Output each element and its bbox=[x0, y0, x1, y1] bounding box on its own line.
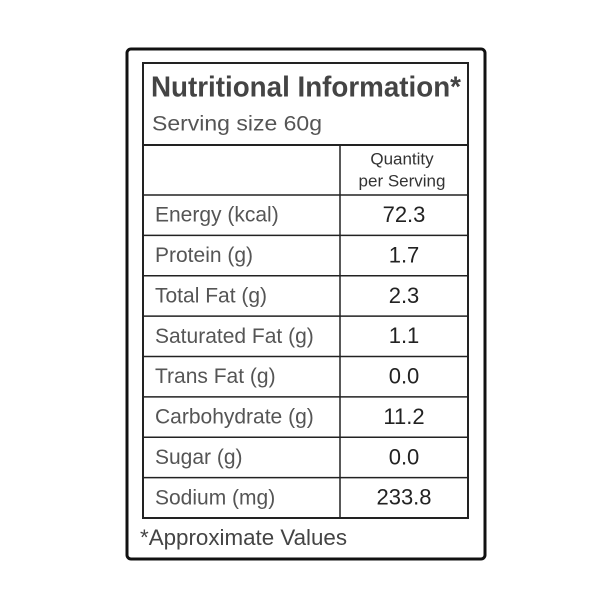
nutrient-label: Sodium (mg) bbox=[155, 486, 275, 509]
nutrient-value: 72.3 bbox=[383, 202, 426, 227]
nutrient-value: 1.1 bbox=[389, 323, 420, 348]
nutrient-label: Trans Fat (g) bbox=[155, 365, 276, 388]
nutrient-label: Total Fat (g) bbox=[155, 284, 267, 307]
nutrient-value: 2.3 bbox=[389, 283, 420, 308]
nutrient-value: 233.8 bbox=[376, 485, 431, 510]
nutrient-label: Protein (g) bbox=[155, 244, 253, 267]
nutrient-label: Sugar (g) bbox=[155, 446, 243, 469]
nutrient-value: 1.7 bbox=[389, 242, 420, 267]
table-rows: Energy (kcal) 72.3 Protein (g) 1.7 Total Fat… bbox=[143, 194, 468, 510]
outer-border bbox=[125, 47, 487, 561]
inner-border bbox=[142, 62, 469, 519]
footnote: *Approximate Values bbox=[140, 525, 347, 550]
title: Nutritional Information* bbox=[151, 72, 462, 104]
nutrient-value: 0.0 bbox=[389, 364, 420, 389]
nutrient-value: 0.0 bbox=[389, 444, 420, 469]
serving-size: Serving size 60g bbox=[152, 113, 322, 136]
column-header: per Serving bbox=[359, 171, 446, 190]
nutrient-label: Carbohydrate (g) bbox=[155, 406, 314, 429]
nutrient-label: Saturated Fat (g) bbox=[155, 325, 314, 348]
nutrient-label: Energy (kcal) bbox=[155, 204, 279, 227]
column-header: Quantity bbox=[370, 149, 434, 168]
nutrient-value: 11.2 bbox=[383, 404, 424, 429]
